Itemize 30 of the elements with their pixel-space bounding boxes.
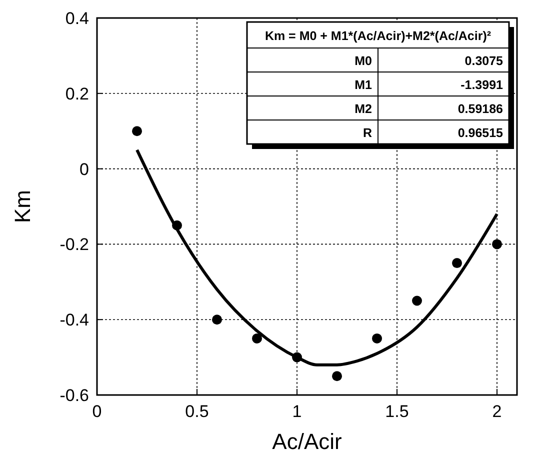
y-tick-label: 0.4 [65, 9, 89, 28]
annotation: R [362, 126, 372, 140]
point [132, 126, 142, 136]
annotation: -1.3991 [460, 78, 504, 92]
point [412, 296, 422, 306]
annotation: M1 [354, 78, 372, 92]
y-tick-label: 0.2 [65, 84, 89, 104]
point [452, 258, 462, 268]
y-tick-label: -0.4 [60, 310, 89, 330]
x-tick-label: 1 [292, 402, 302, 421]
y-tick-label: -0.6 [60, 386, 89, 405]
point [252, 333, 262, 344]
point [372, 333, 382, 344]
x-tick-label: 1.5 [385, 402, 409, 421]
x-tick-label: 2 [492, 402, 502, 421]
point [332, 371, 342, 382]
annotation: M0 [354, 54, 372, 68]
annotation: Km = M0 + M1*(Ac/Acir)+M2*(Ac/Acir)² [264, 29, 492, 43]
y-tick-label: -0.2 [60, 235, 89, 254]
annotation: 0.96515 [458, 126, 504, 140]
point [212, 314, 222, 325]
annotation: 0.59186 [458, 102, 504, 116]
annotation: 0.3075 [464, 54, 504, 68]
x-tick-label: 0.5 [185, 402, 209, 421]
y-axis-title: Km [10, 190, 35, 223]
x-axis-title: Ac/Acir [272, 429, 342, 454]
annotation: M2 [354, 102, 372, 116]
x-tick-label: 0 [92, 402, 102, 421]
y-tick-label: 0 [80, 160, 89, 179]
point [492, 239, 502, 250]
